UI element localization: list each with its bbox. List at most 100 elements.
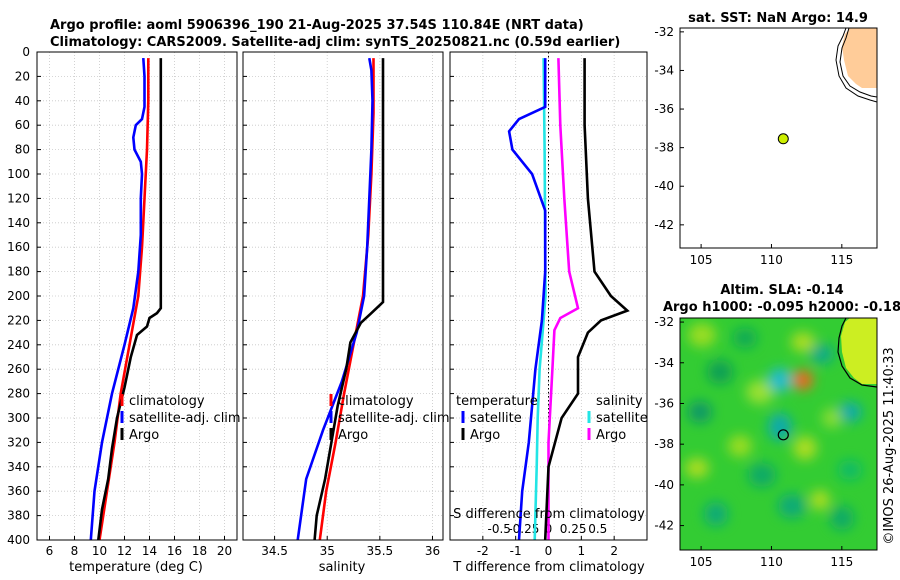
temperature-x-tick-labels: 6 8 10 12 14 16 18 20 — [46, 544, 232, 558]
eddy — [768, 368, 792, 392]
legend-label-climatology: climatology — [338, 394, 414, 409]
legend-label-argo: Argo — [338, 428, 368, 443]
map-y-tick-label: -34 — [654, 356, 674, 370]
legend-label-climatology: climatology — [129, 394, 205, 409]
argo-float-marker — [777, 429, 789, 441]
temperature-climatology-line — [98, 58, 150, 540]
eddy — [688, 401, 712, 423]
map-x-tick-label: 105 — [690, 555, 713, 569]
legend-label-argo: Argo — [129, 428, 159, 443]
x-tick-label: 34.5 — [261, 544, 288, 558]
difference-s-tick-labels: -0.5-0.2500.250.5 — [488, 522, 608, 536]
sst-map-frame — [679, 27, 878, 249]
temperature-legend: climatology satellite-adj. clim Argo — [120, 394, 241, 443]
imos-credit: ©IMOS 26-Aug-2025 11:40:33 — [882, 347, 897, 544]
difference-panel: -2 -1 0 1 2 -0.5-0.25 0 0.250.5 S difference f… — [449, 51, 648, 575]
eddy — [704, 502, 728, 526]
depth-tick-label: 340 — [7, 460, 30, 474]
map-y-tick-label: -38 — [654, 437, 674, 451]
eddy — [688, 323, 716, 347]
difference-x-tick-labels: -2 -1 0 1 2 — [477, 544, 618, 558]
eddy — [733, 328, 757, 348]
map-y-tick-label: -40 — [654, 478, 674, 492]
salinity-xlabel: salinity — [319, 560, 366, 575]
legend-label-satellite: satellite-adj. clim — [129, 411, 241, 426]
eddy — [728, 435, 752, 457]
depth-tick-label: 120 — [7, 191, 30, 205]
temperature-panel: 0 20 40 60 80 100 120 140 160 180 200 220 240 260 280 3… — [7, 45, 241, 575]
land-australia — [842, 28, 877, 88]
map-x-tick-label: 115 — [830, 253, 853, 267]
x-tick-label: 36 — [425, 544, 440, 558]
sst-map-y-tick-labels: -32 -34 -36 -38 -40 -42 — [654, 25, 684, 232]
eddy — [793, 436, 817, 460]
sla-map-panel: Altim. SLA: -0.14 Argo h1000: -0.095 h20… — [654, 283, 900, 569]
difference-axes-frame — [449, 51, 648, 541]
eddy — [838, 460, 862, 480]
depth-tick-label: 60 — [15, 118, 30, 132]
figure-title-line2: Climatology: CARS2009. Satellite-adj cli… — [50, 35, 620, 50]
salinity-panel: 34.5 35 35.5 36 salinity climatology satell… — [242, 51, 450, 575]
map-y-tick-label: -40 — [654, 179, 674, 193]
sst-map-title: sat. SST: NaN Argo: 14.9 — [688, 11, 868, 26]
legend-label-t-argo: Argo — [470, 428, 500, 443]
sla-map-title-line1: Altim. SLA: -0.14 — [720, 283, 843, 298]
depth-tick-label: 40 — [15, 94, 30, 108]
figure-title-line1: Argo profile: aoml 5906396_190 21-Aug-20… — [50, 18, 584, 33]
eddy — [685, 458, 709, 478]
sst-map-panel: sat. SST: NaN Argo: 14.9 105 110 115 -32-3… — [654, 11, 878, 267]
map-x-tick-label: 110 — [760, 253, 783, 267]
sla-map-title-line2: Argo h1000: -0.095 h2000: -0.18 — [663, 300, 900, 315]
depth-tick-label: 20 — [15, 69, 30, 83]
depth-tick-label: 400 — [7, 533, 30, 547]
depth-tick-label: 260 — [7, 362, 30, 376]
x-tick-label: 20 — [217, 544, 232, 558]
map-x-tick-label: 105 — [690, 253, 713, 267]
depth-tick-label: 320 — [7, 435, 30, 449]
s-argo-diff-line — [547, 58, 580, 540]
legend-title-salinity: salinity — [596, 394, 643, 409]
depth-tick-label: 180 — [7, 265, 30, 279]
map-y-tick-label: -32 — [654, 315, 674, 329]
map-x-tick-label: 110 — [760, 555, 783, 569]
map-y-tick-label: -34 — [654, 63, 674, 77]
depth-tick-label: 0 — [22, 45, 30, 59]
eddy — [830, 506, 854, 530]
depth-tick-label: 220 — [7, 313, 30, 327]
x-tick-label: 6 — [46, 544, 54, 558]
eddy — [810, 490, 830, 510]
land-australia — [841, 318, 877, 384]
sla-map-y-tick-labels: -32 -34 -36 -38 -40 -42 — [654, 315, 684, 533]
legend-label-s-satellite: satellite — [596, 411, 648, 426]
s-tick-label: -0.5 — [488, 522, 511, 536]
sla-map-frame — [679, 317, 878, 551]
map-y-tick-label: -42 — [654, 519, 674, 533]
s-tick-label: 0.5 — [588, 522, 607, 536]
depth-tick-label: 160 — [7, 240, 30, 254]
x-tick-label: 0 — [545, 544, 553, 558]
depth-tick-label: 240 — [7, 338, 30, 352]
sla-eddies — [685, 323, 862, 530]
depth-tick-label: 360 — [7, 484, 30, 498]
depth-tick-label: 280 — [7, 387, 30, 401]
difference-top-xlabel: S difference from climatology — [453, 507, 645, 522]
map-x-tick-label: 115 — [830, 555, 853, 569]
depth-tick-label: 100 — [7, 167, 30, 181]
sst-map-x-tick-labels: 105 110 115 — [690, 244, 853, 267]
depth-tick-label: 380 — [7, 509, 30, 523]
legend-title-temperature: temperature — [456, 394, 538, 409]
difference-xlabel: T difference from climatology — [452, 560, 645, 575]
eddy — [810, 344, 834, 364]
s-tick-label: 0.25 — [560, 522, 587, 536]
depth-tick-label: 80 — [15, 143, 30, 157]
salinity-legend: climatology satellite-adj. clim Argo — [329, 394, 450, 443]
x-tick-label: 14 — [142, 544, 157, 558]
eddy — [707, 360, 733, 384]
x-tick-label: -2 — [477, 544, 489, 558]
temperature-y-tick-labels: 0 20 40 60 80 100 120 140 160 180 200 220 240 260 280 3… — [7, 45, 30, 547]
x-tick-label: 2 — [610, 544, 618, 558]
eddy — [793, 370, 813, 390]
temperature-satellite-line — [89, 58, 146, 540]
x-tick-label: 1 — [578, 544, 586, 558]
